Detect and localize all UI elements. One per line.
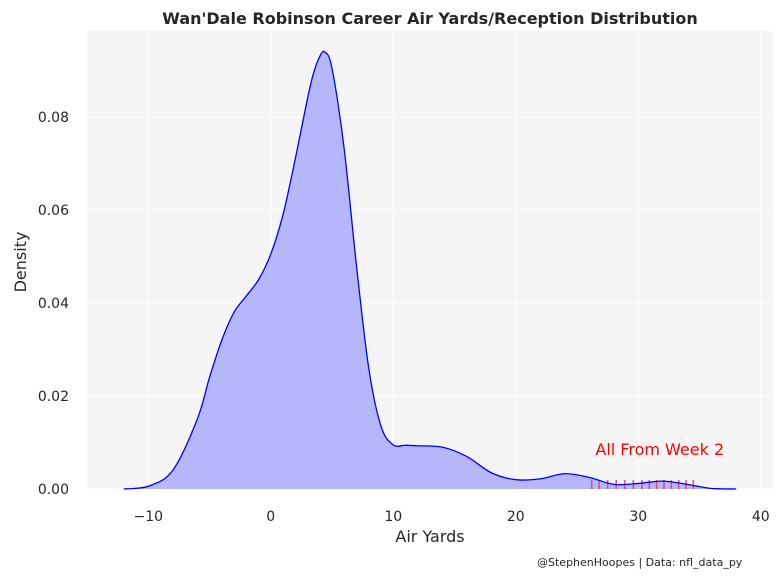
y-tick-label: 0.02 [38,389,69,405]
x-tick-labels: −10 0 10 20 30 40 [133,509,769,525]
y-tick-label: 0.08 [38,110,69,126]
y-tick-label: 0.06 [38,203,69,219]
x-tick-label: 30 [629,509,647,525]
rug-marks [590,480,695,489]
x-tick-label: −10 [133,509,163,525]
credit-text: @StephenHoopes | Data: nfl_data_py [537,556,743,569]
y-axis-label: Density [11,232,30,293]
x-tick-label: 10 [384,509,402,525]
x-tick-label: 0 [266,509,275,525]
density-fill-area [123,51,737,489]
y-tick-label: 0.04 [38,296,69,312]
x-axis-label: Air Yards [395,527,464,546]
x-tick-label: 40 [752,509,770,525]
y-tick-label: 0.00 [38,482,69,498]
x-tick-label: 20 [507,509,525,525]
plot-background [87,31,773,489]
y-tick-labels: 0.00 0.02 0.04 0.06 0.08 [38,110,69,498]
chart-title: Wan'Dale Robinson Career Air Yards/Recep… [162,9,698,28]
density-curve-line [123,50,737,490]
week2-annotation: All From Week 2 [595,440,724,459]
